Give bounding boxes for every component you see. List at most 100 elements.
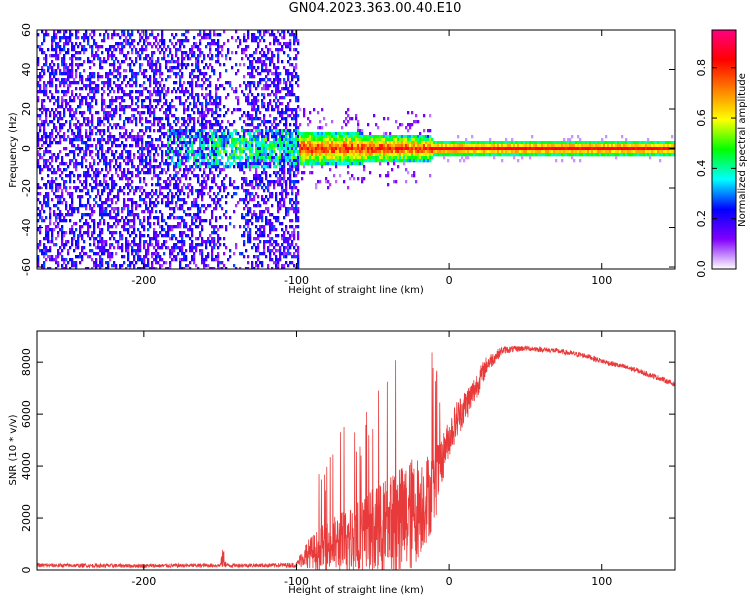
heatmap-cell xyxy=(283,87,286,91)
heatmap-cell xyxy=(207,78,210,82)
heatmap-cell xyxy=(191,240,194,244)
heatmap-cell xyxy=(149,150,152,154)
heatmap-cell xyxy=(205,180,208,184)
heatmap-cell xyxy=(157,195,160,199)
heatmap-cell xyxy=(69,150,72,154)
heatmap-cell xyxy=(51,228,54,232)
heatmap-cell xyxy=(95,144,98,148)
heatmap-cell xyxy=(71,60,74,64)
heatmap-cell xyxy=(103,81,106,85)
heatmap-cell xyxy=(89,135,92,139)
heatmap-cell xyxy=(59,195,62,199)
heatmap-cell xyxy=(173,66,176,70)
heatmap-cell xyxy=(283,162,286,166)
heatmap-cell xyxy=(275,102,278,106)
heatmap-cell xyxy=(211,54,214,58)
heatmap-cell xyxy=(91,186,94,190)
heatmap-cell xyxy=(281,30,284,34)
heatmap-cell xyxy=(193,201,196,205)
heatmap-cell xyxy=(99,123,102,127)
heatmap-cell xyxy=(191,255,194,259)
heatmap-cell xyxy=(109,192,112,196)
heatmap-cell xyxy=(123,228,126,232)
heatmap-cell xyxy=(309,138,312,142)
heatmap-cell xyxy=(287,42,290,46)
heatmap-cell xyxy=(213,228,216,232)
heatmap-cell xyxy=(209,138,212,142)
heatmap-cell xyxy=(291,147,294,151)
heatmap-cell xyxy=(75,261,78,265)
heatmap-cell xyxy=(253,237,256,241)
heatmap-cell xyxy=(273,66,276,70)
heatmap-cell xyxy=(179,39,182,43)
heatmap-cell xyxy=(61,240,64,244)
heatmap-cell xyxy=(75,93,78,97)
heatmap-cell xyxy=(55,42,58,46)
heatmap-cell xyxy=(197,120,200,124)
heatmap-cell xyxy=(223,165,226,169)
heatmap-cell xyxy=(151,144,154,148)
heatmap-cell xyxy=(117,84,120,88)
heatmap-cell xyxy=(111,57,114,61)
heatmap-cell xyxy=(269,228,272,232)
heatmap-cell xyxy=(215,141,218,145)
heatmap-cell xyxy=(253,66,256,70)
heatmap-cell xyxy=(75,117,78,121)
heatmap-cell xyxy=(227,108,230,112)
heatmap-cell xyxy=(289,57,292,61)
heatmap-cell xyxy=(89,45,92,49)
heatmap-cell xyxy=(223,252,226,256)
heatmap-cell xyxy=(45,228,48,232)
heatmap-cell xyxy=(159,72,162,76)
heatmap-cell xyxy=(151,261,154,265)
heatmap-cell xyxy=(203,210,206,214)
heatmap-cell xyxy=(239,144,242,148)
heatmap-cell xyxy=(301,177,304,181)
heatmap-cell xyxy=(131,96,134,100)
heatmap-cell xyxy=(261,141,264,145)
heatmap-cell xyxy=(197,111,200,115)
heatmap-cell xyxy=(289,99,292,103)
heatmap-cell xyxy=(215,165,218,169)
heatmap-cell xyxy=(37,60,40,64)
heatmap-cell xyxy=(61,105,64,109)
heatmap-cell xyxy=(95,264,98,268)
heatmap-cell xyxy=(85,36,88,40)
heatmap-cell xyxy=(87,123,90,127)
heatmap-cell xyxy=(97,78,100,82)
heatmap-cell xyxy=(59,117,62,121)
heatmap-cell xyxy=(43,69,46,73)
heatmap-cell xyxy=(223,141,226,145)
heatmap-cell xyxy=(81,75,84,79)
heatmap-cell xyxy=(251,159,254,163)
heatmap-cell xyxy=(273,81,276,85)
heatmap-cell xyxy=(257,165,260,169)
heatmap-cell xyxy=(205,174,208,178)
heatmap-cell xyxy=(261,186,264,190)
heatmap-cell xyxy=(45,138,48,142)
heatmap-cell xyxy=(51,129,54,133)
heatmap-cell xyxy=(99,63,102,67)
heatmap-cell xyxy=(213,111,216,115)
heatmap-cell xyxy=(93,42,96,46)
heatmap-cell xyxy=(289,132,292,136)
heatmap-cell xyxy=(273,33,276,37)
heatmap-cell xyxy=(271,135,274,139)
heatmap-cell xyxy=(53,168,56,172)
heatmap-cell xyxy=(75,108,78,112)
heatmap-cell xyxy=(179,69,182,73)
heatmap-cell xyxy=(177,138,180,142)
heatmap-cell xyxy=(135,261,138,265)
heatmap-cell xyxy=(265,216,268,220)
heatmap-cell xyxy=(273,150,276,154)
heatmap-cell xyxy=(213,240,216,244)
heatmap-cell xyxy=(219,162,222,166)
heatmap-cell xyxy=(193,54,196,58)
heatmap-cell xyxy=(207,153,210,157)
heatmap-cell xyxy=(151,57,154,61)
heatmap-cell xyxy=(265,129,268,133)
heatmap-cell xyxy=(109,210,112,214)
heatmap-cell xyxy=(161,153,164,157)
heatmap-cell xyxy=(65,66,68,70)
heatmap-cell xyxy=(251,54,254,58)
